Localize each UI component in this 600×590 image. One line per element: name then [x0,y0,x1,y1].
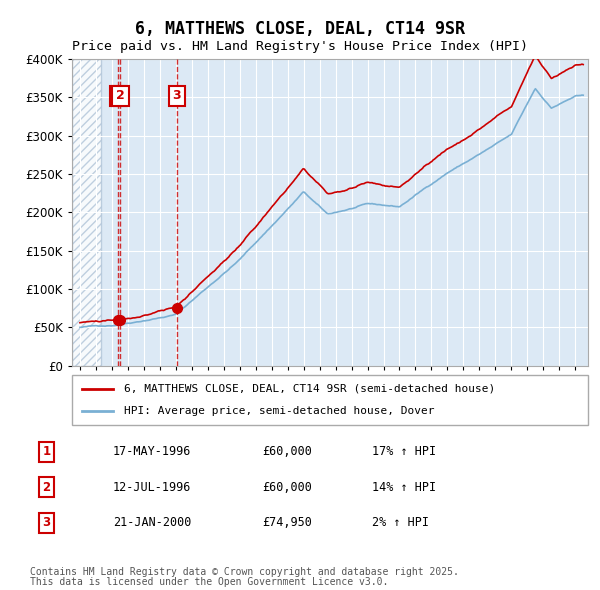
Text: 2: 2 [116,89,125,102]
Text: 2% ↑ HPI: 2% ↑ HPI [372,516,429,529]
Text: Price paid vs. HM Land Registry's House Price Index (HPI): Price paid vs. HM Land Registry's House … [72,40,528,53]
Text: 3: 3 [43,516,50,529]
Text: Contains HM Land Registry data © Crown copyright and database right 2025.: Contains HM Land Registry data © Crown c… [30,567,459,577]
Text: 2: 2 [43,481,50,494]
Text: HPI: Average price, semi-detached house, Dover: HPI: Average price, semi-detached house,… [124,406,434,416]
Text: 17% ↑ HPI: 17% ↑ HPI [372,445,436,458]
Text: This data is licensed under the Open Government Licence v3.0.: This data is licensed under the Open Gov… [30,577,388,587]
Text: 1: 1 [43,445,50,458]
Text: 21-JAN-2000: 21-JAN-2000 [113,516,191,529]
Text: 14% ↑ HPI: 14% ↑ HPI [372,481,436,494]
Text: £74,950: £74,950 [262,516,312,529]
Text: 17-MAY-1996: 17-MAY-1996 [113,445,191,458]
Text: 6, MATTHEWS CLOSE, DEAL, CT14 9SR (semi-detached house): 6, MATTHEWS CLOSE, DEAL, CT14 9SR (semi-… [124,384,495,394]
Text: 12-JUL-1996: 12-JUL-1996 [113,481,191,494]
Text: £60,000: £60,000 [262,445,312,458]
Text: 3: 3 [172,89,181,102]
Text: £60,000: £60,000 [262,481,312,494]
Text: 1: 1 [113,89,122,102]
FancyBboxPatch shape [72,375,588,425]
Bar [72,59,101,366]
Text: 6, MATTHEWS CLOSE, DEAL, CT14 9SR: 6, MATTHEWS CLOSE, DEAL, CT14 9SR [135,20,465,38]
